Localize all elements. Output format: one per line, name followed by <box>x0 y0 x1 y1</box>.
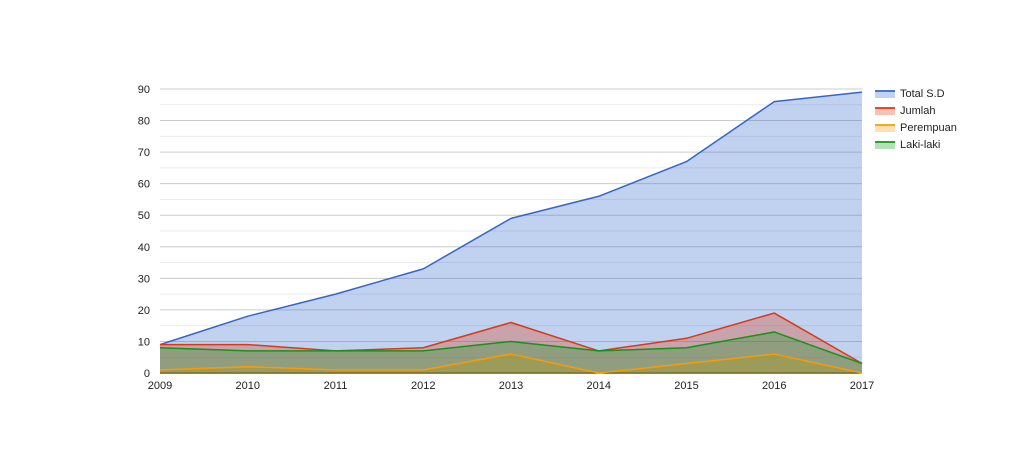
legend: Total S.D Jumlah Perempuan Laki-laki <box>875 88 957 151</box>
series-line-2 <box>159 353 863 374</box>
series-lines <box>159 91 863 374</box>
gridlines <box>160 88 862 374</box>
legend-label: Total S.D <box>900 88 945 100</box>
x-tick-label: 2009 <box>148 380 172 392</box>
series-area-1 <box>160 313 862 373</box>
legend-item-3[interactable]: Laki-laki <box>875 139 940 151</box>
y-tick-label: 50 <box>138 210 150 222</box>
x-tick-label: 2012 <box>411 380 435 392</box>
y-tick-label: 20 <box>138 305 150 317</box>
legend-swatch-fill <box>875 91 895 98</box>
y-tick-label: 10 <box>138 336 150 348</box>
series-line-0 <box>159 91 863 346</box>
x-tick-label: 2014 <box>587 380 611 392</box>
series-areas <box>160 92 862 374</box>
y-tick-label: 60 <box>138 179 150 191</box>
legend-swatch-fill <box>875 125 895 132</box>
legend-swatch-fill <box>875 108 895 115</box>
x-tick-label: 2015 <box>674 380 698 392</box>
axes: 0 10 20 30 40 50 60 70 80 90 2009 2010 2011 2012 2013 2… <box>138 84 874 392</box>
x-tick-label: 2016 <box>762 380 786 392</box>
series-area-3 <box>160 331 862 373</box>
legend-label: Jumlah <box>900 105 935 117</box>
y-tick-label: 90 <box>138 84 150 96</box>
legend-item-0[interactable]: Total S.D <box>875 88 945 100</box>
y-tick-label: 70 <box>138 147 150 159</box>
x-tick-label: 2013 <box>499 380 523 392</box>
y-tick-label: 80 <box>138 116 150 128</box>
legend-item-2[interactable]: Perempuan <box>875 122 957 134</box>
series-line-1 <box>160 312 863 365</box>
legend-label: Perempuan <box>900 122 957 134</box>
x-tick-label: 2011 <box>324 380 348 392</box>
legend-item-1[interactable]: Jumlah <box>875 105 935 117</box>
y-tick-label: 30 <box>138 273 150 285</box>
y-tick-label: 40 <box>138 242 150 254</box>
legend-label: Laki-laki <box>900 139 940 151</box>
y-tick-label: 0 <box>144 368 150 380</box>
series-line-3 <box>159 331 863 365</box>
series-area-2 <box>160 354 862 373</box>
x-tick-label: 2010 <box>236 380 260 392</box>
legend-swatch-fill <box>875 142 895 149</box>
x-tick-label: 2017 <box>850 380 874 392</box>
